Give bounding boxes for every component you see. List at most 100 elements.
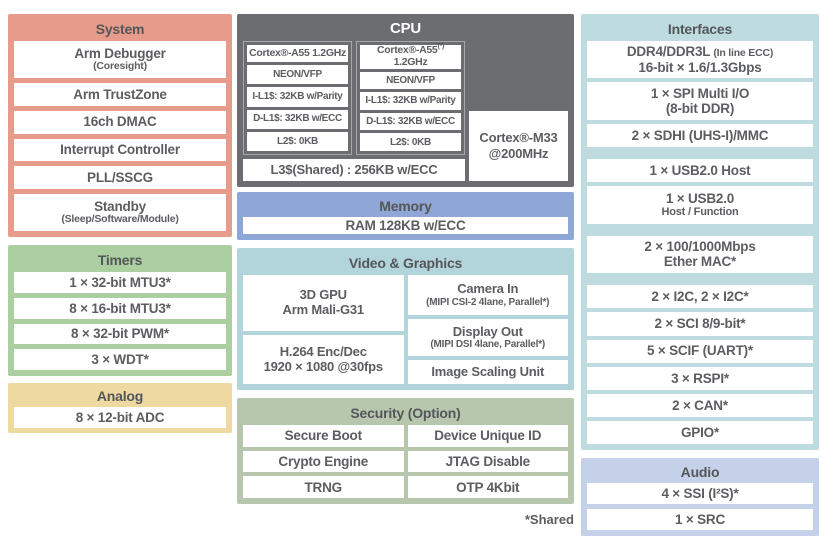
block-gpio: GPIO* — [587, 420, 813, 445]
block-image-scaling-unit: Image Scaling Unit — [407, 360, 568, 384]
block-sdhi: 2 × SDHI (UHS-I)/MMC — [587, 123, 813, 148]
cpu-core2: Cortex®-A55(*) 1.2GHz NEON/VFP I-L1$: 32… — [356, 41, 465, 155]
video-grid: 3D GPU Arm Mali-G31 H.264 Enc/Dec 1920 ×… — [243, 275, 568, 384]
block-sublabel: Host / Function — [661, 206, 739, 219]
block-arm-trustzone: Arm TrustZone — [14, 82, 226, 106]
section-memory: Memory RAM 128KB w/ECC — [237, 192, 574, 240]
block-label: (8-bit DDR) — [665, 101, 735, 117]
core1-neon-vfp: NEON/VFP — [247, 65, 348, 85]
block-label: NEON/VFP — [386, 74, 435, 86]
block-pwm: 8 × 32-bit PWM* — [14, 323, 226, 345]
block-standby: Standby (Sleep/Software/Module) — [14, 194, 226, 232]
block-rspi: 3 × RSPI* — [587, 366, 813, 390]
block-label: PLL/SSCG — [87, 170, 153, 186]
section-video-graphics: Video & Graphics 3D GPU Arm Mali-G31 H.2… — [237, 248, 574, 390]
block-label: 8 × 32-bit PWM* — [71, 326, 169, 342]
block-ssi: 4 × SSI (I²S)* — [587, 483, 813, 504]
block-adc: 8 × 12-bit ADC — [14, 407, 226, 428]
audio-rows: 4 × SSI (I²S)* 1 × SRC — [587, 483, 813, 530]
block-display-out: Display Out (MIPI DSI 4lane, Parallel*) — [407, 318, 568, 356]
analog-rows: 8 × 12-bit ADC — [14, 407, 226, 428]
block-label: 1 × SRC — [675, 511, 725, 527]
block-label: D-L1$: 32KB w/ECC — [366, 116, 455, 128]
block-label: 3 × WDT* — [91, 352, 149, 367]
block-otp: OTP 4Kbit — [407, 476, 568, 498]
block-label: DDR4/DDR3L (In line ECC) — [626, 44, 774, 60]
core2-il1-cache: I-L1$: 32KB w/Parity — [360, 92, 461, 110]
block-label: Cortex®-A55 1.2GHz — [249, 46, 346, 59]
cpu-core-columns: Cortex®-A55 1.2GHz NEON/VFP I-L1$: 32KB … — [243, 41, 465, 155]
block-l3-cache: L3$(Shared) : 256KB w/ECC — [243, 159, 465, 181]
block-label: RAM 128KB w/ECC — [345, 217, 466, 233]
core1-name: Cortex®-A55 1.2GHz — [247, 45, 348, 62]
block-label: 16ch DMAC — [83, 114, 157, 130]
block-usb-host: 1 × USB2.0 Host — [587, 159, 813, 183]
section-interfaces: Interfaces DDR4/DDR3L (In line ECC) 16-bi… — [581, 14, 819, 450]
block-usb-host-function: 1 × USB2.0 Host / Function — [587, 186, 813, 224]
section-video-title: Video & Graphics — [348, 255, 463, 271]
core1-il1-cache: I-L1$: 32KB w/Parity — [247, 87, 348, 107]
block-h264: H.264 Enc/Dec 1920 × 1080 @30fps — [243, 335, 404, 384]
video-right-column: Camera In (MIPI CSI-2 4lane, Parallel*) … — [407, 275, 568, 384]
block-label: Arm TrustZone — [73, 86, 167, 102]
section-timers: Timers 1 × 32-bit MTU3* 8 × 16-bit MTU3*… — [8, 245, 232, 376]
section-system-title: System — [95, 21, 145, 37]
block-ether-mac: 2 × 100/1000Mbps Ether MAC* — [587, 235, 813, 274]
block-label: 1 × SPI Multi I/O — [650, 85, 750, 101]
block-label: L2$: 0KB — [390, 136, 431, 148]
block-label: 4 × SSI (I²S)* — [661, 485, 739, 501]
block-label: JTAG Disable — [445, 453, 531, 469]
block-label: TRNG — [304, 479, 343, 495]
block-3d-gpu: 3D GPU Arm Mali-G31 — [243, 275, 404, 332]
block-label: I-L1$: 32KB w/Parity — [365, 95, 456, 107]
block-secure-boot: Secure Boot — [243, 425, 404, 447]
block-sublabel: (MIPI DSI 4lane, Parallel*) — [430, 339, 546, 351]
block-label: NEON/VFP — [273, 68, 322, 80]
block-sublabel: (MIPI CSI-2 4lane, Parallel*) — [426, 296, 550, 308]
section-cpu: CPU Cortex®-A55 1.2GHz NEON/VFP I-L1$: 3… — [237, 14, 574, 187]
core2-dl1-cache: D-L1$: 32KB w/ECC — [360, 112, 461, 131]
block-cortex-m33: Cortex®-M33 @200MHz — [469, 111, 568, 181]
block-label: Crypto Engine — [278, 453, 369, 469]
block-spi-multi-io: 1 × SPI Multi I/O (8-bit DDR) — [587, 82, 813, 120]
core1-l2-cache: L2$: 0KB — [247, 131, 348, 151]
core1-dl1-cache: D-L1$: 32KB w/ECC — [247, 109, 348, 129]
section-cpu-title: CPU — [389, 20, 422, 37]
block-label: 1 × USB2.0 — [665, 191, 735, 207]
block-label: Cortex®-A55(*) 1.2GHz — [377, 42, 444, 68]
block-label: 2 × CAN* — [672, 397, 728, 413]
block-label: 2 × SDHI (UHS-I)/MMC — [631, 127, 769, 143]
core2-l2-cache: L2$: 0KB — [360, 133, 461, 152]
block-label: Arm Debugger — [74, 45, 166, 61]
block-label: L2$: 0KB — [277, 135, 318, 147]
section-system: System Arm Debugger (Coresight) Arm Trus… — [8, 14, 232, 237]
shared-footnote: *Shared — [524, 512, 574, 527]
block-label: 3 × RSPI* — [671, 370, 729, 386]
block-label: Arm Mali-G31 — [282, 302, 365, 318]
block-label: 2 × I2C, 2 × I2C* — [651, 289, 749, 305]
block-can: 2 × CAN* — [587, 393, 813, 417]
block-camera-in: Camera In (MIPI CSI-2 4lane, Parallel*) — [407, 275, 568, 315]
timers-rows: 1 × 32-bit MTU3* 8 × 16-bit MTU3* 8 × 32… — [14, 272, 226, 370]
block-mtu3-16bit: 8 × 16-bit MTU3* — [14, 297, 226, 319]
block-label: Image Scaling Unit — [431, 363, 545, 379]
block-src: 1 × SRC — [587, 509, 813, 530]
section-audio-title: Audio — [680, 464, 720, 480]
block-label: 1 × 32-bit MTU3* — [69, 274, 171, 290]
section-analog-title: Analog — [96, 388, 144, 404]
cpu-body: Cortex®-A55 1.2GHz NEON/VFP I-L1$: 32KB … — [243, 41, 568, 181]
block-interrupt-controller: Interrupt Controller — [14, 138, 226, 162]
security-grid: Secure Boot Device Unique ID Crypto Engi… — [243, 425, 568, 498]
block-label: @200MHz — [488, 145, 549, 161]
block-crypto-engine: Crypto Engine — [243, 450, 404, 473]
block-label: Display Out — [452, 323, 523, 339]
block-label: Standby — [94, 199, 146, 215]
block-label: 8 × 16-bit MTU3* — [69, 300, 171, 316]
block-mtu3-32bit: 1 × 32-bit MTU3* — [14, 272, 226, 293]
block-dmac: 16ch DMAC — [14, 110, 226, 134]
block-scif-uart: 5 × SCIF (UART)* — [587, 339, 813, 363]
block-label: Ether MAC* — [663, 254, 737, 270]
block-device-unique-id: Device Unique ID — [407, 425, 568, 447]
video-left-column: 3D GPU Arm Mali-G31 H.264 Enc/Dec 1920 ×… — [243, 275, 404, 384]
